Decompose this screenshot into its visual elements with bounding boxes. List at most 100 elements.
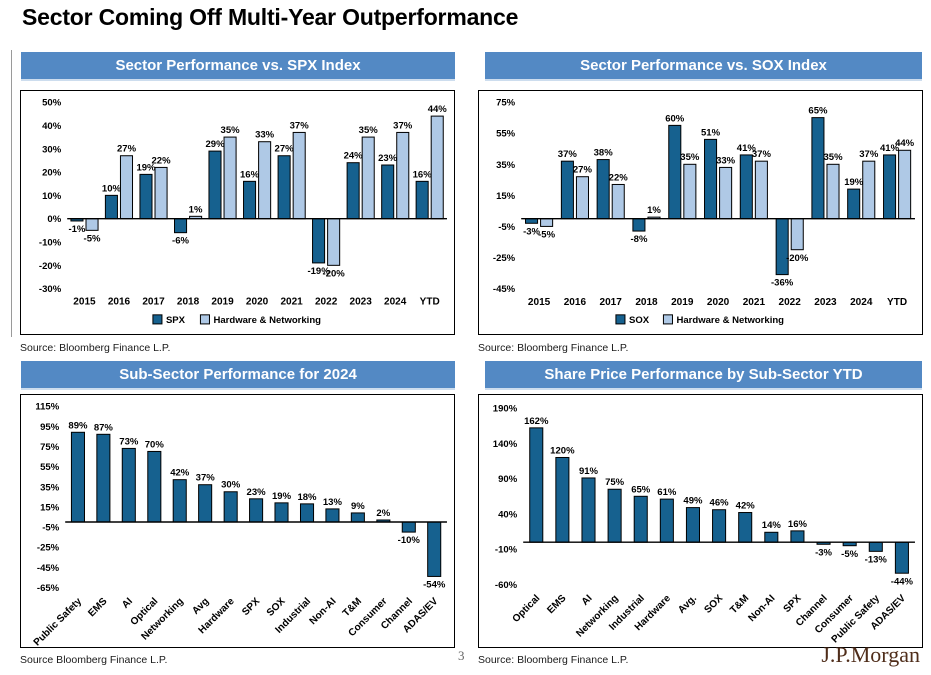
data-label: 44% <box>895 138 915 149</box>
bar <box>790 530 805 543</box>
data-label: 162% <box>524 416 549 427</box>
bar <box>346 162 360 220</box>
bar <box>208 150 222 220</box>
category-label: 2022 <box>779 297 802 308</box>
bar <box>738 512 753 543</box>
bar <box>560 160 574 220</box>
data-label: 19% <box>844 177 864 188</box>
data-label: 37% <box>290 120 310 131</box>
category-label: 2019 <box>211 297 234 308</box>
data-label: 44% <box>428 104 448 115</box>
data-label: 35% <box>680 152 700 163</box>
bar <box>381 164 395 220</box>
y-tick-label: 35% <box>496 160 516 171</box>
data-label: 37% <box>859 149 879 160</box>
category-label: 2019 <box>671 297 694 308</box>
category-label: 2024 <box>384 297 407 308</box>
chart-header-subsector-2024: Sub-Sector Performance for 2024 <box>21 361 455 390</box>
category-label: 2021 <box>280 297 303 308</box>
data-label: 87% <box>94 422 114 433</box>
category-label: Avg <box>190 596 211 617</box>
bar <box>325 508 340 523</box>
category-label: EMS <box>545 593 568 616</box>
y-tick-label: 30% <box>42 144 62 155</box>
chart-panel-sox: 75% 55% 35% 15% -5% -25% -45% -3% -5% 2015 37% 27% 2… <box>478 90 923 335</box>
data-label: -36% <box>771 278 794 289</box>
data-label: -19% <box>307 266 330 277</box>
bar <box>154 166 168 220</box>
data-label: 38% <box>594 148 614 159</box>
jpmorgan-logo: J.P.Morgan <box>821 642 920 667</box>
y-tick-label: -60% <box>495 580 518 591</box>
bar <box>327 218 341 266</box>
category-label: 2015 <box>528 297 551 308</box>
bar <box>70 431 85 523</box>
data-label: -5% <box>84 233 101 244</box>
y-tick-label: 75% <box>40 442 60 453</box>
data-label: 1% <box>647 205 661 216</box>
data-label: 60% <box>665 113 685 124</box>
legend-label: Hardware & Networking <box>676 315 784 326</box>
data-label: 37% <box>196 473 216 484</box>
y-tick-label: -25% <box>493 253 516 264</box>
data-label: 16% <box>240 169 260 180</box>
category-label: 2024 <box>850 297 873 308</box>
data-label: 2% <box>376 508 390 519</box>
data-label: 18% <box>297 492 317 503</box>
y-tick-label: 95% <box>40 422 60 433</box>
bar <box>119 155 134 220</box>
data-label: 61% <box>657 487 677 498</box>
bar <box>581 477 596 543</box>
chart-header-sox: Sector Performance vs. SOX Index <box>485 52 922 81</box>
category-label: SPX <box>782 593 804 615</box>
data-label: 65% <box>808 106 828 117</box>
category-label: Public Safety <box>32 596 85 647</box>
category-label: Optical <box>511 593 543 625</box>
bar <box>258 141 272 220</box>
bar <box>172 479 187 523</box>
data-label: 37% <box>752 149 772 160</box>
data-label: -13% <box>865 554 888 565</box>
bar <box>292 131 306 220</box>
chart-header-subsector-ytd: Share Price Performance by Sub-Sector YT… <box>485 361 922 390</box>
y-tick-label: 15% <box>496 191 516 202</box>
y-tick-label: -20% <box>39 261 62 272</box>
category-label: 2023 <box>814 297 837 308</box>
bar <box>350 512 365 523</box>
bar <box>811 117 825 220</box>
bar <box>685 507 700 543</box>
data-label: 49% <box>683 496 703 507</box>
data-label: 89% <box>68 420 88 431</box>
bar <box>739 154 753 220</box>
chart-header-spx: Sector Performance vs. SPX Index <box>21 52 455 81</box>
bar <box>862 160 876 220</box>
y-tick-label: 50% <box>42 98 62 109</box>
bar <box>174 218 188 234</box>
data-label: 29% <box>205 139 225 150</box>
legend-label: Hardware & Networking <box>213 315 321 326</box>
legend-swatch <box>662 314 673 325</box>
data-label: -54% <box>423 580 446 591</box>
data-label: 19% <box>272 491 292 502</box>
data-label: 9% <box>351 501 365 512</box>
data-label: 42% <box>736 500 756 511</box>
bar <box>575 176 589 220</box>
data-label: 37% <box>393 120 413 131</box>
data-label: 42% <box>170 468 190 479</box>
category-label: 2016 <box>108 297 131 308</box>
bar <box>596 159 610 220</box>
bar <box>198 484 213 523</box>
data-label: 33% <box>716 155 736 166</box>
bar <box>632 218 646 232</box>
bar <box>898 149 912 220</box>
bar <box>633 495 648 543</box>
data-label: 10% <box>102 183 122 194</box>
legend-swatch <box>152 314 163 325</box>
y-tick-label: -5% <box>498 222 515 233</box>
bar <box>704 138 718 220</box>
data-label: 41% <box>737 143 757 154</box>
bar <box>85 218 99 231</box>
y-tick-label: 40% <box>42 121 62 132</box>
bar <box>894 541 909 574</box>
